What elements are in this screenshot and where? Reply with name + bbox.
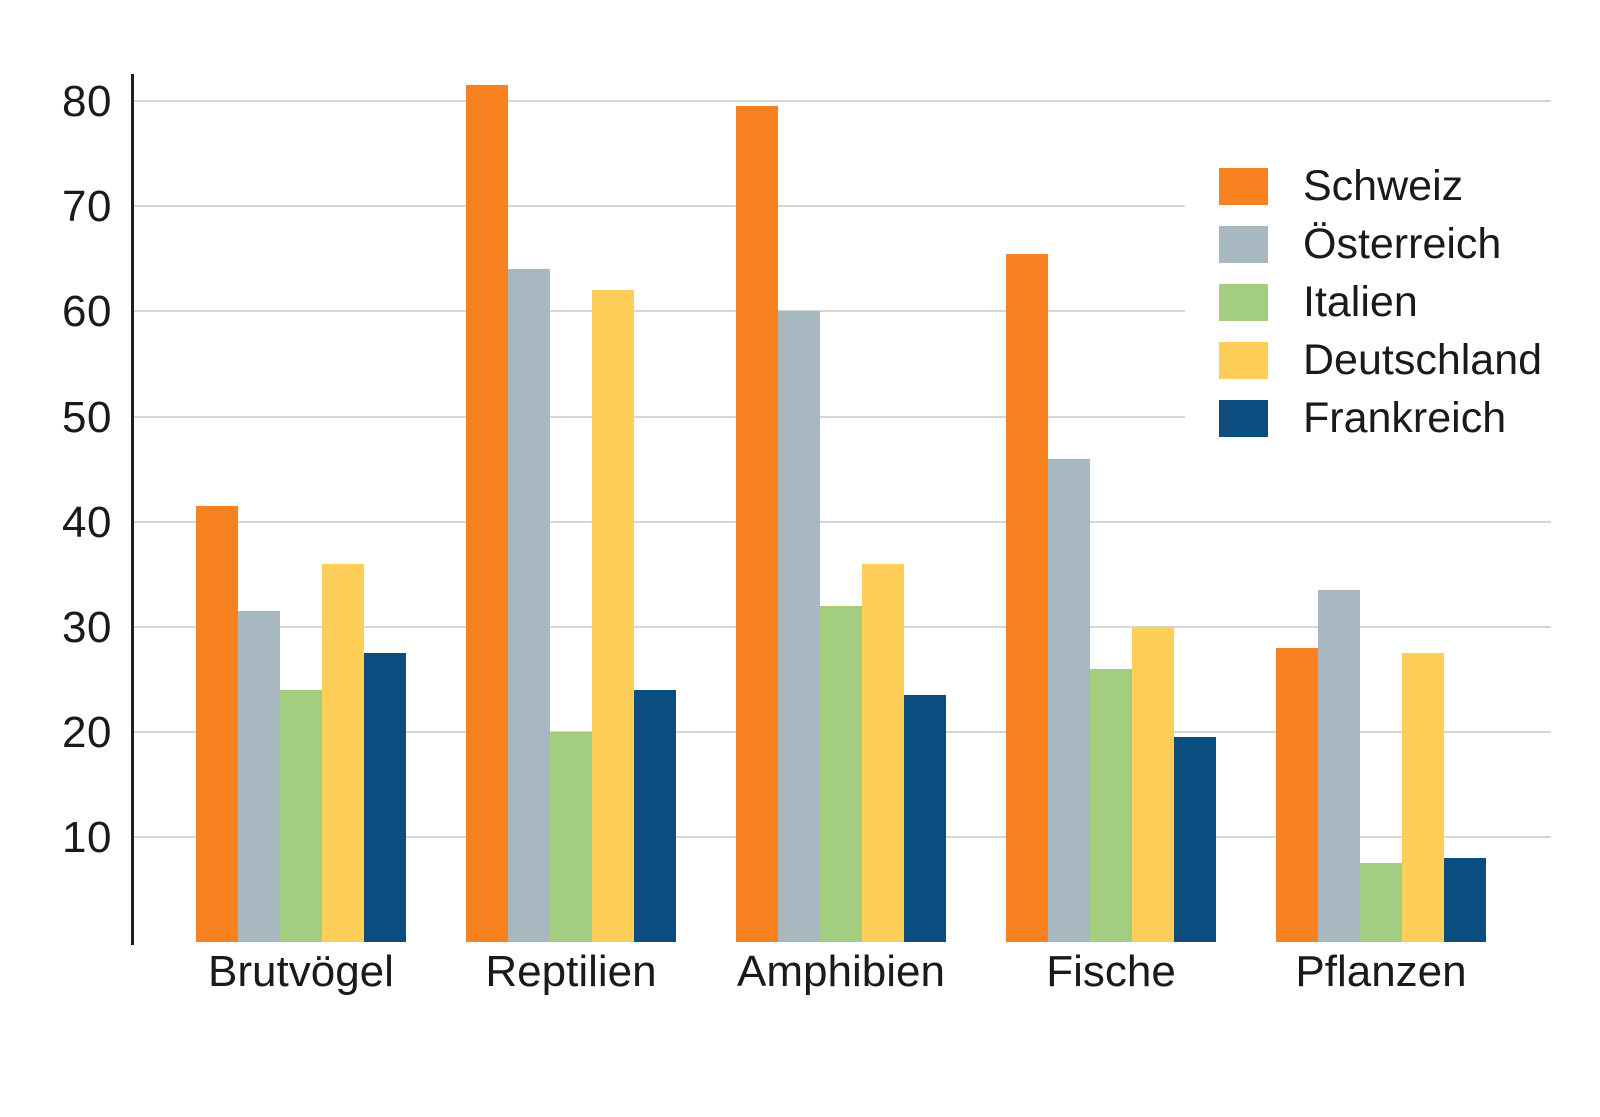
legend-swatch-italien [1219, 284, 1268, 321]
bar [1048, 459, 1090, 942]
bar [280, 690, 322, 942]
gridline [133, 310, 1551, 312]
legend-item: Österreich [1219, 220, 1502, 268]
bar [1090, 669, 1132, 942]
bar [1360, 863, 1402, 942]
bar [820, 606, 862, 942]
bar [550, 732, 592, 942]
x-category-label: Fische [1046, 947, 1176, 996]
bar [1318, 590, 1360, 942]
y-tick-label: 10 [62, 813, 112, 862]
bar [238, 611, 280, 942]
x-category-label: Amphibien [737, 947, 945, 996]
y-tick-label: 40 [62, 498, 112, 547]
bar [592, 290, 634, 942]
x-category-label: Pflanzen [1295, 947, 1467, 996]
bar [1006, 254, 1048, 942]
bar [634, 690, 676, 942]
bar [322, 564, 364, 942]
bar [196, 506, 238, 942]
legend-swatch-deutschland [1219, 342, 1268, 379]
legend-item: Italien [1219, 278, 1418, 326]
legend-label: Österreich [1303, 220, 1502, 268]
bar [1132, 627, 1174, 942]
gridline [133, 521, 1551, 523]
y-tick-label: 30 [62, 603, 112, 652]
legend-label: Italien [1303, 278, 1418, 326]
y-tick-label: 60 [62, 287, 112, 336]
y-axis-line [131, 74, 134, 945]
bar [508, 269, 550, 942]
gridline [133, 416, 1551, 418]
legend-item: Deutschland [1219, 336, 1543, 384]
legend-label: Deutschland [1303, 336, 1543, 384]
x-category-label: Reptilien [485, 947, 657, 996]
bar [904, 695, 946, 942]
bar [466, 85, 508, 942]
x-category-label: Brutvögel [208, 947, 394, 996]
legend-swatch-frankreich [1219, 400, 1268, 437]
bar [364, 653, 406, 942]
bar [1444, 858, 1486, 942]
legend-label: Frankreich [1303, 394, 1507, 442]
bar [736, 106, 778, 942]
legend-swatch-schweiz [1219, 168, 1268, 205]
legend-item: Schweiz [1219, 162, 1464, 210]
bar [1402, 653, 1444, 942]
y-tick-label: 80 [62, 77, 112, 126]
y-tick-label: 70 [62, 182, 112, 231]
y-tick-label: 20 [62, 708, 112, 757]
y-tick-label: 50 [62, 393, 112, 442]
legend-label: Schweiz [1303, 162, 1464, 210]
legend-item: Frankreich [1219, 394, 1507, 442]
legend-swatch-oesterreich [1219, 226, 1268, 263]
legend: Schweiz Österreich Italien Deutschland F… [1185, 150, 1585, 452]
bar [862, 564, 904, 942]
gridline [133, 100, 1551, 102]
bar [1174, 737, 1216, 942]
bar [778, 311, 820, 942]
bar [1276, 648, 1318, 942]
gridline [133, 205, 1551, 207]
